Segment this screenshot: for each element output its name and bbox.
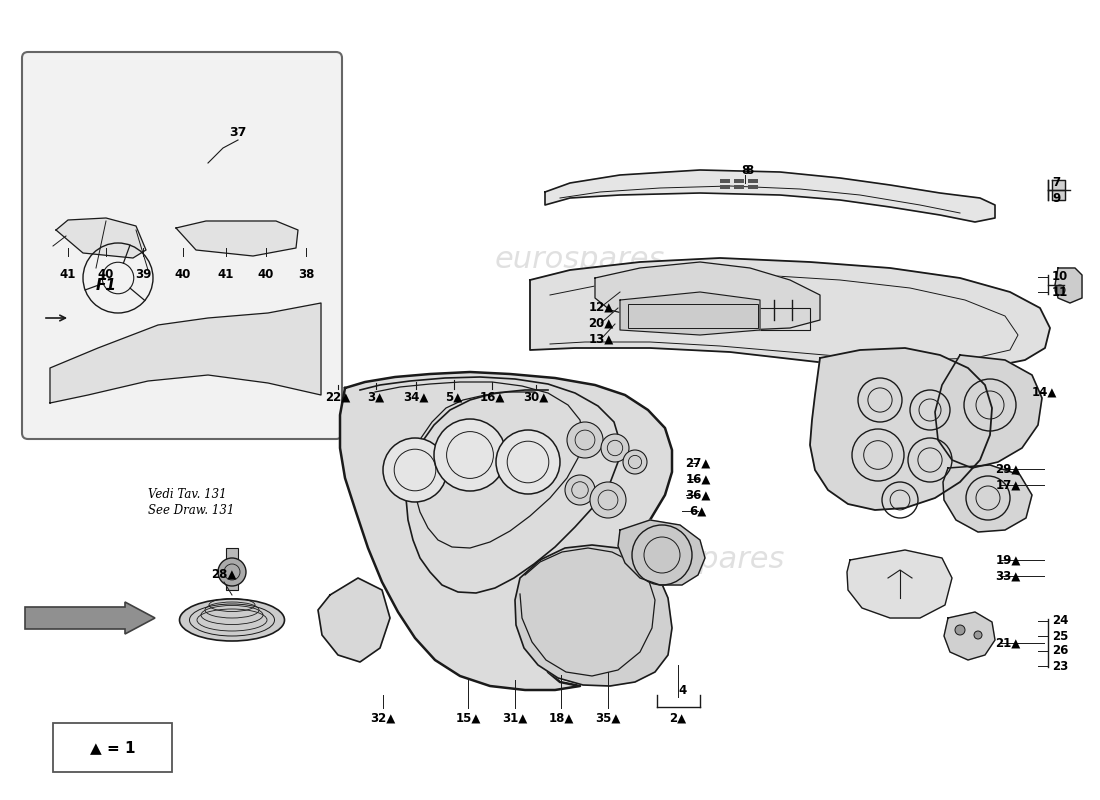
Text: 29▲: 29▲ bbox=[996, 462, 1021, 475]
Text: 30▲: 30▲ bbox=[524, 390, 549, 403]
Polygon shape bbox=[847, 550, 952, 618]
Text: 39: 39 bbox=[135, 268, 151, 281]
Polygon shape bbox=[515, 545, 672, 686]
Text: 41: 41 bbox=[218, 268, 234, 281]
Text: 36▲: 36▲ bbox=[685, 489, 711, 502]
Text: 4: 4 bbox=[678, 683, 686, 697]
Polygon shape bbox=[56, 218, 146, 258]
Text: 33▲: 33▲ bbox=[996, 570, 1021, 582]
Text: 35▲: 35▲ bbox=[595, 711, 620, 725]
Text: 25: 25 bbox=[1052, 630, 1068, 642]
Text: 34▲: 34▲ bbox=[404, 390, 429, 403]
Text: 23: 23 bbox=[1052, 659, 1068, 673]
Circle shape bbox=[383, 438, 447, 502]
Text: 8: 8 bbox=[745, 163, 754, 177]
Circle shape bbox=[218, 558, 246, 586]
Text: 28▲: 28▲ bbox=[211, 567, 236, 581]
Polygon shape bbox=[318, 578, 390, 662]
Bar bbox=[748, 185, 758, 189]
Text: 7: 7 bbox=[1052, 175, 1060, 189]
Text: 11: 11 bbox=[1052, 286, 1068, 298]
Polygon shape bbox=[620, 292, 760, 335]
Circle shape bbox=[974, 631, 982, 639]
FancyBboxPatch shape bbox=[53, 723, 172, 772]
Text: 18▲: 18▲ bbox=[548, 711, 574, 725]
Text: F1: F1 bbox=[96, 278, 117, 294]
Text: 12▲: 12▲ bbox=[588, 301, 614, 314]
Bar bbox=[720, 179, 730, 183]
Polygon shape bbox=[944, 612, 996, 660]
Text: 8: 8 bbox=[741, 163, 749, 177]
Polygon shape bbox=[530, 258, 1050, 372]
Circle shape bbox=[566, 422, 603, 458]
Text: 37: 37 bbox=[229, 126, 246, 139]
Text: ▲ = 1: ▲ = 1 bbox=[90, 740, 135, 755]
Polygon shape bbox=[176, 221, 298, 256]
Circle shape bbox=[565, 475, 595, 505]
Bar bbox=[628, 304, 758, 328]
Text: 21▲: 21▲ bbox=[996, 637, 1021, 650]
Text: 38: 38 bbox=[298, 268, 315, 281]
Text: 24: 24 bbox=[1052, 614, 1068, 627]
Circle shape bbox=[1055, 285, 1065, 295]
Text: 16▲: 16▲ bbox=[685, 473, 711, 486]
Bar bbox=[748, 179, 758, 183]
Circle shape bbox=[955, 625, 965, 635]
Bar bbox=[734, 185, 744, 189]
Polygon shape bbox=[618, 520, 705, 585]
Text: 22▲: 22▲ bbox=[326, 390, 351, 403]
Polygon shape bbox=[1055, 268, 1082, 303]
Text: eurospares: eurospares bbox=[495, 246, 666, 274]
Circle shape bbox=[496, 430, 560, 494]
Text: 17▲: 17▲ bbox=[996, 478, 1021, 491]
Text: 9: 9 bbox=[1052, 191, 1060, 205]
Text: See Draw. 131: See Draw. 131 bbox=[148, 505, 234, 518]
Text: 19▲: 19▲ bbox=[996, 554, 1021, 566]
Polygon shape bbox=[544, 170, 996, 222]
Text: 5▲: 5▲ bbox=[446, 390, 463, 403]
Polygon shape bbox=[1052, 180, 1065, 200]
Circle shape bbox=[623, 450, 647, 474]
Bar bbox=[720, 185, 730, 189]
Polygon shape bbox=[810, 348, 992, 510]
Bar bbox=[715, 308, 810, 330]
Text: 2▲: 2▲ bbox=[670, 711, 686, 725]
Text: 40: 40 bbox=[175, 268, 191, 281]
Text: 16▲: 16▲ bbox=[480, 390, 505, 403]
Text: 20▲: 20▲ bbox=[588, 317, 614, 330]
Polygon shape bbox=[595, 262, 820, 330]
Text: 13▲: 13▲ bbox=[588, 333, 614, 346]
Ellipse shape bbox=[179, 599, 285, 641]
Text: eurospares: eurospares bbox=[615, 546, 785, 574]
Polygon shape bbox=[935, 355, 1042, 468]
Bar bbox=[734, 179, 744, 183]
Text: 31▲: 31▲ bbox=[503, 711, 528, 725]
Circle shape bbox=[590, 482, 626, 518]
Text: 3▲: 3▲ bbox=[367, 390, 385, 403]
Text: 40: 40 bbox=[98, 268, 114, 281]
Text: 10: 10 bbox=[1052, 270, 1068, 283]
Text: 6▲: 6▲ bbox=[690, 505, 706, 518]
Polygon shape bbox=[50, 303, 321, 403]
Text: 27▲: 27▲ bbox=[685, 457, 711, 470]
Text: eurospares: eurospares bbox=[165, 306, 336, 334]
Circle shape bbox=[601, 434, 629, 462]
Text: 32▲: 32▲ bbox=[371, 711, 396, 725]
Polygon shape bbox=[943, 465, 1032, 532]
Polygon shape bbox=[340, 372, 672, 690]
Text: 15▲: 15▲ bbox=[455, 711, 481, 725]
Text: 26: 26 bbox=[1052, 645, 1068, 658]
Text: Vedi Tav. 131: Vedi Tav. 131 bbox=[148, 489, 227, 502]
Text: 41: 41 bbox=[59, 268, 76, 281]
Circle shape bbox=[434, 419, 506, 491]
FancyArrow shape bbox=[25, 602, 155, 634]
Bar bbox=[226, 548, 238, 590]
FancyBboxPatch shape bbox=[22, 52, 342, 439]
Text: 40: 40 bbox=[257, 268, 274, 281]
Text: 14▲: 14▲ bbox=[1032, 386, 1057, 398]
